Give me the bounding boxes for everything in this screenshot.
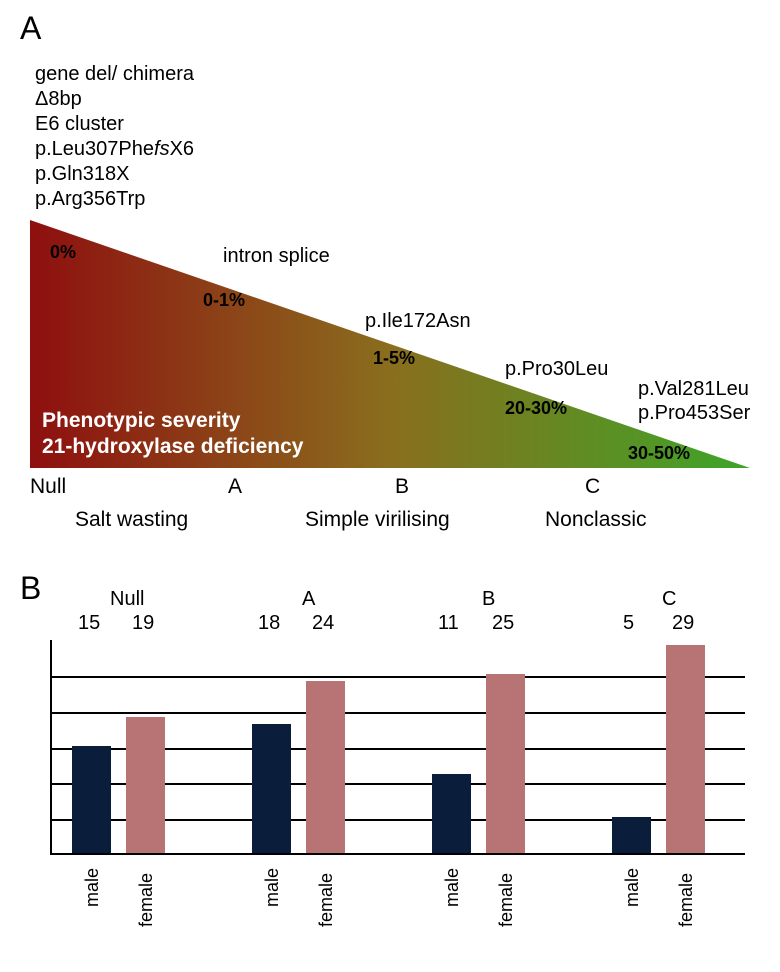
count-a-m: 18 — [258, 612, 280, 635]
mutation-item: gene del/ chimera — [35, 62, 194, 87]
annot-mutation: intron splice — [223, 245, 330, 268]
group-c: C — [662, 588, 676, 611]
bar-female — [486, 674, 525, 853]
sex-label-male: male — [442, 868, 463, 907]
annot-mutation: p.Val281Leu — [638, 378, 749, 401]
mutation-item: Δ8bp — [35, 87, 194, 112]
severity-triangle: 0% intron splice 0-1% p.Ile172Asn 1-5% p… — [30, 220, 750, 468]
annot-mutation: p.Pro453Ser — [638, 402, 750, 425]
sex-label-male: male — [622, 868, 643, 907]
sex-label-male: male — [262, 868, 283, 907]
count-null-m: 15 — [78, 612, 100, 635]
bar-male — [432, 774, 471, 853]
annot-mutation: p.Ile172Asn — [365, 310, 471, 333]
sex-label-female: female — [316, 873, 337, 927]
annot-pct: 1-5% — [373, 348, 415, 369]
axis-a: A — [228, 475, 242, 499]
gridline — [52, 676, 745, 678]
severity-line2: 21-hydroxylase deficiency — [42, 434, 303, 460]
bar-female — [126, 717, 165, 853]
bar-female — [306, 681, 345, 853]
severity-line1: Phenotypic severity — [42, 408, 240, 434]
gridline — [52, 712, 745, 714]
axis-null: Null — [30, 475, 66, 499]
panel-b: B Null A B C 15 19 18 24 11 25 5 29 male… — [20, 570, 760, 960]
annot-pct: 0-1% — [203, 290, 245, 311]
count-null-f: 19 — [132, 612, 154, 635]
mutation-item: p.Leu307PhefsX6 — [35, 137, 194, 162]
phenotype-sw: Salt wasting — [75, 508, 188, 532]
group-a: A — [302, 588, 315, 611]
mutation-item: E6 cluster — [35, 112, 194, 137]
axis-c: C — [585, 475, 600, 499]
bar-chart — [50, 640, 745, 855]
sex-label-female: female — [676, 873, 697, 927]
sex-label-female: female — [136, 873, 157, 927]
bar-male — [252, 724, 291, 853]
group-b: B — [482, 588, 495, 611]
count-b-f: 25 — [492, 612, 514, 635]
panel-a-label: A — [20, 10, 41, 47]
sex-label-male: male — [82, 868, 103, 907]
count-c-m: 5 — [623, 612, 634, 635]
phenotype-nc: Nonclassic — [545, 508, 647, 532]
annot-pct: 30-50% — [628, 443, 690, 464]
count-c-f: 29 — [672, 612, 694, 635]
bar-male — [72, 746, 111, 854]
axis-b: B — [395, 475, 409, 499]
panel-b-label: B — [20, 570, 41, 607]
count-b-m: 11 — [438, 612, 459, 635]
bar-female — [666, 645, 705, 853]
mutation-item: p.Arg356Trp — [35, 187, 194, 212]
bar-male — [612, 817, 651, 853]
sex-label-female: female — [496, 873, 517, 927]
null-mutation-list: gene del/ chimera Δ8bp E6 cluster p.Leu3… — [35, 62, 194, 212]
phenotype-sv: Simple virilising — [305, 508, 450, 532]
mutation-item: p.Gln318X — [35, 162, 194, 187]
annot-mutation: p.Pro30Leu — [505, 358, 608, 381]
annot-pct: 20-30% — [505, 398, 567, 419]
panel-a: A gene del/ chimera Δ8bp E6 cluster p.Le… — [20, 10, 760, 560]
pct-zero: 0% — [50, 242, 76, 263]
group-null: Null — [110, 588, 144, 611]
count-a-f: 24 — [312, 612, 334, 635]
